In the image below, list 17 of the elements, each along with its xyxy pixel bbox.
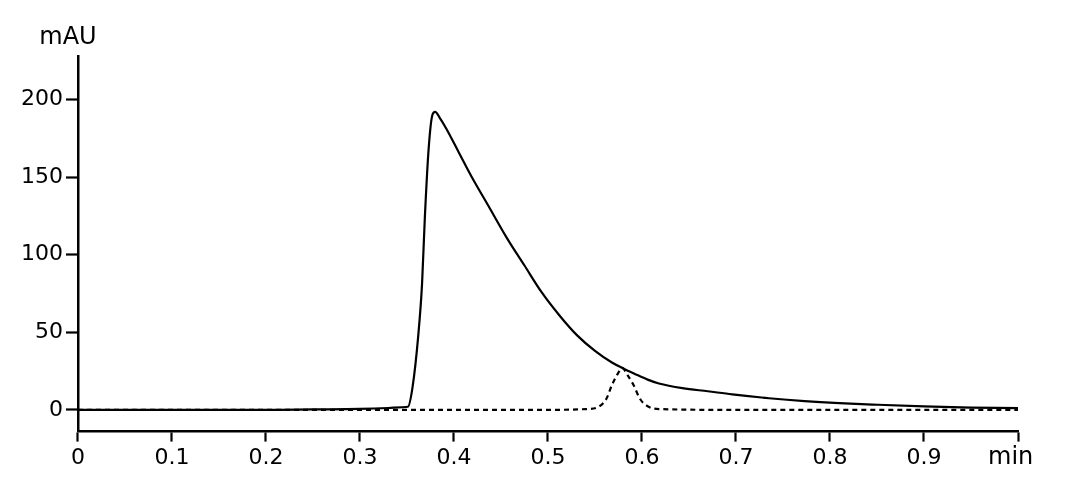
x-tick-label: 0.6: [624, 443, 660, 469]
x-tick-label: 0: [70, 443, 85, 469]
y-tick-label: 0: [48, 395, 63, 421]
y-tick-label: 50: [34, 317, 63, 343]
y-tick-label: 200: [20, 85, 63, 111]
x-tick-label: 0.8: [812, 443, 848, 469]
y-tick-label: 150: [20, 162, 63, 188]
y-axis-title: mAU: [39, 22, 97, 51]
x-tick-label: 0.1: [154, 443, 190, 469]
x-tick-label: 0.3: [342, 443, 378, 469]
x-tick-label: 0.4: [436, 443, 472, 469]
x-tick-label: 0.5: [530, 443, 566, 469]
y-tick-label: 100: [20, 240, 63, 266]
x-tick-label: 0.2: [248, 443, 284, 469]
x-tick-label: 0.7: [718, 443, 754, 469]
x-tick-label: 0.9: [906, 443, 942, 469]
x-axis-title: min: [988, 441, 1034, 470]
